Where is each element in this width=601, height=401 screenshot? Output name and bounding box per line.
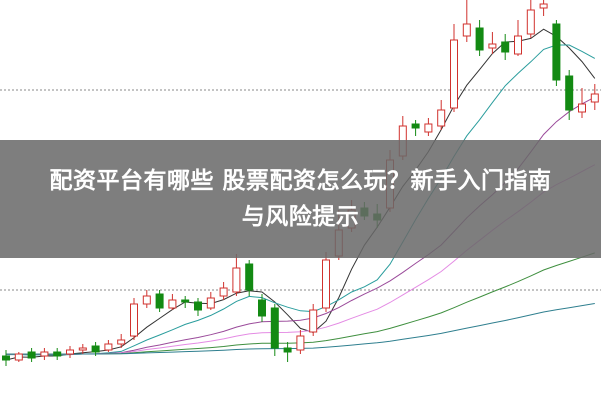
candle bbox=[155, 290, 164, 312]
candle-body bbox=[552, 23, 561, 81]
candle-body bbox=[206, 297, 215, 309]
candle-body bbox=[194, 301, 202, 311]
candle bbox=[130, 298, 138, 340]
candle-body bbox=[270, 307, 279, 349]
candle-body bbox=[232, 267, 241, 293]
candle bbox=[219, 282, 228, 300]
candle-body bbox=[437, 109, 446, 127]
candle-body bbox=[2, 355, 10, 361]
candle bbox=[245, 260, 254, 296]
candle-body bbox=[475, 27, 484, 51]
candle bbox=[411, 120, 420, 136]
candle bbox=[450, 24, 458, 112]
candle-body bbox=[322, 259, 330, 309]
candle-body bbox=[539, 3, 548, 9]
candle-body bbox=[578, 103, 586, 113]
candle-body bbox=[462, 23, 471, 37]
candle-body bbox=[411, 123, 420, 129]
candle-body bbox=[66, 349, 74, 355]
candle-body bbox=[91, 345, 100, 353]
candle-body bbox=[514, 35, 522, 55]
candle bbox=[296, 330, 305, 354]
candle bbox=[526, 0, 535, 38]
candle-body bbox=[245, 263, 254, 291]
candle-body bbox=[296, 335, 305, 351]
candle bbox=[552, 20, 561, 86]
candle bbox=[283, 342, 292, 362]
candle-body bbox=[488, 43, 497, 49]
candle bbox=[53, 348, 62, 360]
candle-body bbox=[142, 295, 151, 305]
candle bbox=[424, 118, 433, 136]
candle-body bbox=[155, 293, 164, 309]
candle-body bbox=[130, 303, 138, 337]
candle-body bbox=[181, 299, 190, 303]
candle bbox=[258, 294, 266, 322]
candle-body bbox=[258, 299, 266, 317]
candle bbox=[501, 34, 510, 60]
candle bbox=[232, 254, 241, 296]
candle bbox=[40, 348, 49, 360]
candle bbox=[462, 0, 471, 42]
candle-body bbox=[40, 351, 49, 357]
candle bbox=[322, 252, 330, 312]
candle bbox=[2, 350, 10, 366]
candle-body bbox=[78, 347, 87, 351]
candle-body bbox=[565, 75, 574, 111]
candle bbox=[194, 298, 202, 316]
candle bbox=[270, 304, 279, 356]
candle bbox=[590, 84, 599, 110]
title-banner: 配资平台有哪些 股票配资怎么玩？新手入门指南 与风险提示 bbox=[0, 140, 601, 258]
candle bbox=[437, 100, 446, 130]
candle bbox=[488, 32, 497, 54]
candle-body bbox=[501, 41, 510, 53]
candle bbox=[181, 296, 190, 308]
candle bbox=[142, 290, 151, 308]
candle bbox=[514, 20, 522, 56]
candle bbox=[539, 0, 548, 16]
candle-body bbox=[168, 299, 177, 309]
candle bbox=[66, 346, 74, 358]
candle-body bbox=[424, 123, 433, 133]
candle-body bbox=[590, 93, 599, 103]
candle bbox=[104, 340, 113, 352]
candle bbox=[206, 292, 215, 310]
candle-body bbox=[53, 351, 62, 357]
candle-body bbox=[450, 39, 458, 109]
article-title-line1: 配资平台有哪些 股票配资怎么玩？新手入门指南 bbox=[49, 168, 552, 194]
candle-body bbox=[219, 287, 228, 297]
candle bbox=[78, 344, 87, 354]
candle bbox=[309, 304, 318, 336]
candle-body bbox=[104, 343, 113, 351]
candle bbox=[91, 342, 100, 356]
candle-body bbox=[283, 347, 292, 353]
ma5-line bbox=[5, 28, 596, 361]
candle-body bbox=[309, 309, 318, 333]
candle bbox=[168, 294, 177, 310]
article-title-line2: 与风险提示 bbox=[241, 204, 360, 230]
candle-body bbox=[117, 339, 126, 345]
candle bbox=[475, 20, 484, 56]
candle bbox=[14, 352, 23, 362]
candle bbox=[565, 70, 574, 120]
candle-body bbox=[27, 351, 36, 359]
candle-body bbox=[526, 9, 535, 35]
candle bbox=[117, 334, 126, 348]
candle bbox=[578, 88, 586, 118]
candle bbox=[27, 348, 36, 362]
candle-body bbox=[14, 353, 23, 361]
